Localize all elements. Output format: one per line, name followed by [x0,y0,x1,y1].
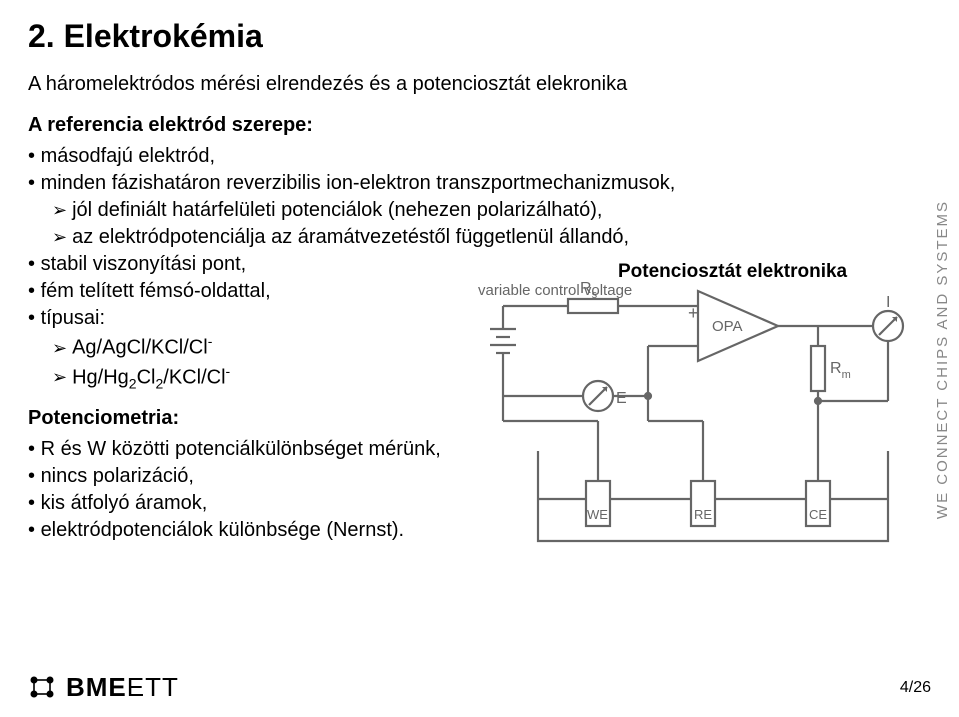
page-title: 2. Elektrokémia [0,0,959,55]
sub-bullets-reference: jól definiált határfelületi potenciálok … [52,197,880,251]
left-column: stabil viszonyítási pont, fém telített f… [28,251,458,544]
section-heading-potentiometry: Potenciometria: [28,407,458,430]
sub-bullets-types: Ag/AgCl/KCl/Cl- Hg/Hg2Cl2/KCl/Cl- [52,332,458,393]
circuit-diagram: variable control voltage Rs + [468,251,908,561]
label-rm: Rm [830,360,851,381]
label-vcv: variable control voltage [478,282,632,299]
bullets-left: stabil viszonyítási pont, fém telített f… [28,251,458,332]
logo-text: BMEETT [66,672,179,703]
page-subtitle: A háromelektródos mérési elrendezés és a… [28,73,880,96]
type-hgcl: Hg/Hg2Cl2/KCl/Cl- [52,362,458,394]
label-ce: CE [809,507,827,522]
type-agcl: Ag/AgCl/KCl/Cl- [52,332,458,362]
logo-icon [28,674,58,702]
logo: BMEETT [28,672,179,703]
label-we: WE [587,507,608,522]
bullet-stabil: stabil viszonyítási pont, [28,251,458,278]
bullet-rw: R és W közötti potenciálkülönbséget mérü… [28,436,458,463]
page-number: 4/26 [900,679,931,697]
bullet-elektrod: elektródpotenciálok különbsége (Nernst). [28,517,458,544]
label-opa: OPA [712,318,743,335]
content-area: A háromelektródos mérési elrendezés és a… [0,55,880,544]
bullets-potentiometry: R és W közötti potenciálkülönbséget mérü… [28,436,458,544]
label-re: RE [694,507,712,522]
bullet-fazishataron: minden fázishatáron reverzibilis ion-ele… [28,170,880,197]
sub-bullet-definialt: jól definiált határfelületi potenciálok … [52,197,880,224]
bullet-fem: fém telített fémsó-oldattal, [28,278,458,305]
footer: BMEETT 4/26 [28,672,931,703]
label-e: E [616,390,627,407]
sub-bullet-elektrodpot: az elektródpotenciálja az áramátvezetést… [52,224,880,251]
right-column: Potenciosztát elektronika variable contr… [478,251,880,544]
section-heading-reference: A referencia elektród szerepe: [28,114,880,137]
label-i: I [886,294,890,311]
side-slogan: WE CONNECT CHIPS AND SYSTEMS [934,200,951,519]
bullets-reference: másodfajú elektród, minden fázishatáron … [28,143,880,197]
bullet-masodfaju: másodfajú elektród, [28,143,880,170]
bullet-kis: kis átfolyó áramok, [28,490,458,517]
two-column-area: stabil viszonyítási pont, fém telített f… [28,251,880,544]
bullet-tipusai: típusai: [28,305,458,332]
bullet-nincs: nincs polarizáció, [28,463,458,490]
